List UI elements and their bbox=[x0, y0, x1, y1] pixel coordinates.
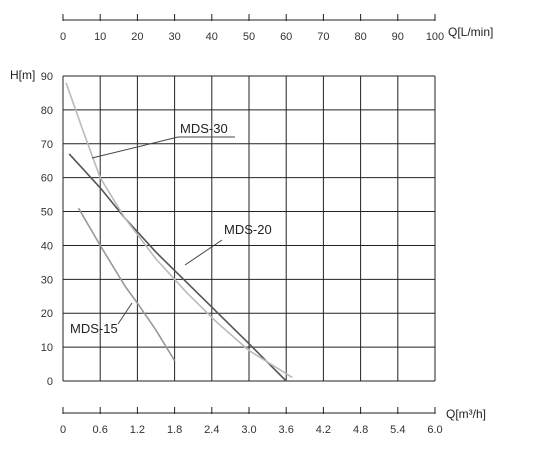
y-tick-label: 40 bbox=[41, 240, 53, 252]
top-x-tick-label: 90 bbox=[392, 31, 404, 43]
leader-line-mds-20 bbox=[184, 239, 223, 266]
top-x-tick-label: 70 bbox=[317, 31, 329, 43]
y-tick-labels: 0 10 20 30 40 50 60 70 80 90 bbox=[41, 71, 53, 388]
y-tick-label: 70 bbox=[41, 139, 53, 151]
y-tick-label: 90 bbox=[41, 71, 53, 83]
top-x-tick-label: 20 bbox=[131, 31, 143, 43]
top-x-tick-label: 40 bbox=[206, 31, 218, 43]
top-x-axis-label: Q[L/min] bbox=[448, 25, 493, 39]
bottom-x-tick-label: 6.0 bbox=[427, 424, 442, 436]
top-x-tick-label: 10 bbox=[94, 31, 106, 43]
bottom-x-tick-label: 4.8 bbox=[353, 424, 368, 436]
series-label-mds-20: MDS-20 bbox=[224, 222, 272, 237]
top-x-tick-label: 30 bbox=[168, 31, 180, 43]
series-line-mds-20 bbox=[68, 153, 287, 382]
bottom-axis: 0 0.6 1.2 1.8 2.4 3.0 3.6 4.2 4.8 5.4 6.0 bbox=[60, 407, 443, 436]
bottom-x-tick-label: 1.2 bbox=[130, 424, 145, 436]
bottom-x-tick-label: 5.4 bbox=[390, 424, 405, 436]
bottom-x-tick-label: 3.0 bbox=[241, 424, 256, 436]
curves bbox=[65, 82, 293, 382]
y-tick-label: 20 bbox=[41, 308, 53, 320]
bottom-x-tick-label: 0.6 bbox=[93, 424, 108, 436]
series-line-mds-15 bbox=[77, 207, 176, 362]
y-tick-label: 60 bbox=[41, 173, 53, 185]
y-tick-label: 0 bbox=[47, 376, 53, 388]
bottom-x-axis-label: Q[m³/h] bbox=[446, 407, 486, 421]
top-x-tick-label: 100 bbox=[426, 31, 444, 43]
bottom-x-tick-label: 4.2 bbox=[316, 424, 331, 436]
top-axis: 0 10 20 30 40 50 60 70 80 90 100 bbox=[60, 14, 444, 43]
bottom-x-tick-label: 1.8 bbox=[167, 424, 182, 436]
label-leaders bbox=[91, 136, 235, 325]
top-x-tick-label: 80 bbox=[354, 31, 366, 43]
top-x-tick-label: 0 bbox=[60, 31, 66, 43]
bottom-x-tick-label: 3.6 bbox=[279, 424, 294, 436]
series-line-mds-30 bbox=[65, 82, 293, 379]
top-x-tick-label: 60 bbox=[280, 31, 292, 43]
leader-line-mds-15 bbox=[117, 302, 133, 325]
leader-line-mds-30 bbox=[91, 136, 179, 159]
y-tick-label: 10 bbox=[41, 342, 53, 354]
bottom-x-tick-label: 0 bbox=[60, 424, 66, 436]
y-tick-label: 30 bbox=[41, 274, 53, 286]
grid bbox=[62, 75, 436, 382]
top-x-tick-label: 50 bbox=[243, 31, 255, 43]
series-label-mds-15: MDS-15 bbox=[70, 321, 118, 336]
y-tick-label: 80 bbox=[41, 105, 53, 117]
bottom-x-tick-label: 2.4 bbox=[204, 424, 219, 436]
y-tick-label: 50 bbox=[41, 207, 53, 219]
y-axis-label: H[m] bbox=[10, 68, 35, 82]
series-label-mds-30: MDS-30 bbox=[180, 121, 228, 136]
